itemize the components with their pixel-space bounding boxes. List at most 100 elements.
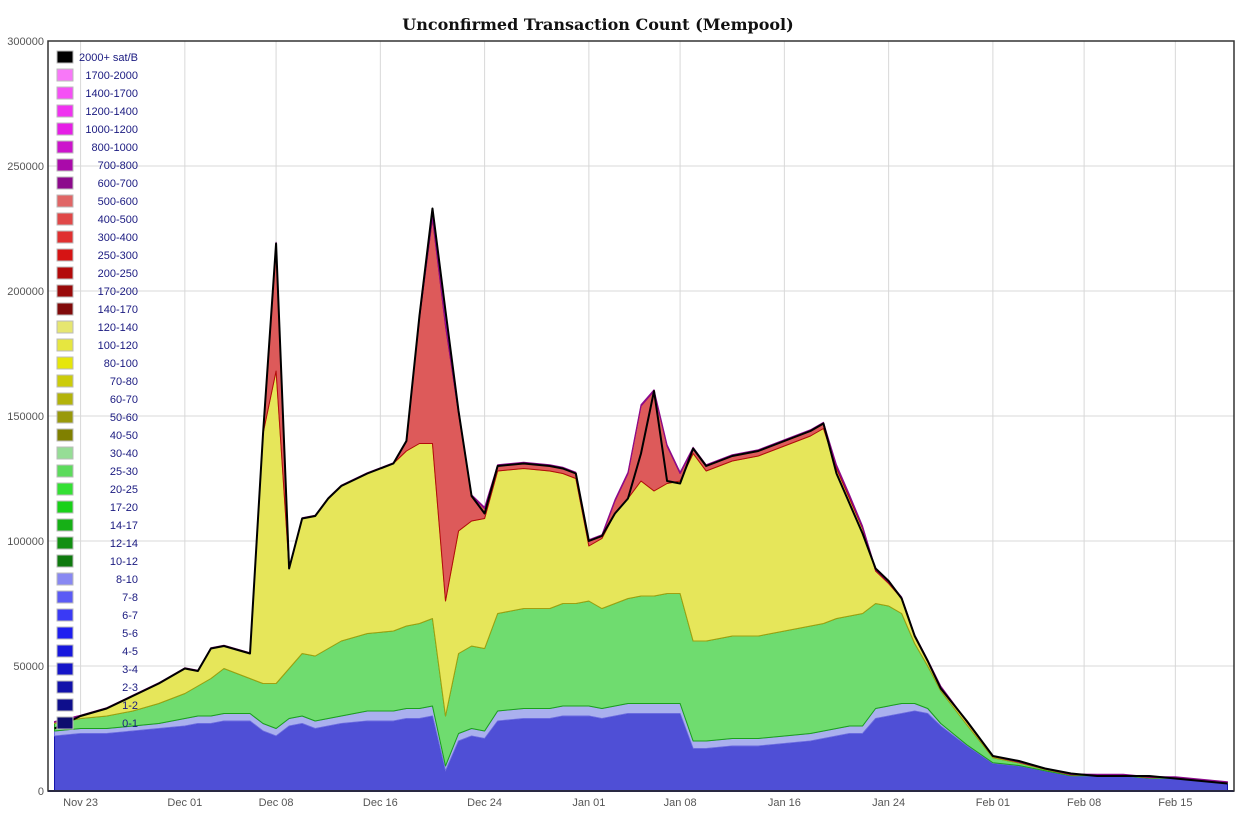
x-tick-label: Feb 01: [976, 797, 1010, 809]
legend-label: 140-170: [98, 304, 138, 316]
x-tick-label: Dec 01: [167, 797, 202, 809]
legend-swatch: [56, 626, 74, 640]
legend-swatch: [56, 338, 74, 352]
legend-swatch: [56, 410, 74, 424]
legend-swatch: [56, 698, 74, 712]
legend-swatch: [56, 464, 74, 478]
y-tick-label: 100000: [7, 536, 44, 548]
legend-swatch: [56, 356, 74, 370]
legend-label: 60-70: [110, 394, 138, 406]
legend-swatch: [56, 572, 74, 586]
y-tick-label: 50000: [13, 661, 44, 673]
legend-label: 50-60: [110, 412, 138, 424]
y-tick-label: 250000: [7, 161, 44, 173]
x-tick-label: Dec 08: [259, 797, 294, 809]
y-tick-label: 150000: [7, 411, 44, 423]
legend-swatch: [56, 608, 74, 622]
y-axis: 0 50000 100000 150000 200000 250000 300000: [7, 36, 44, 798]
legend-swatch: [56, 104, 74, 118]
legend-label: 30-40: [110, 448, 138, 460]
legend-swatch: [56, 230, 74, 244]
legend-label: 6-7: [122, 610, 138, 622]
legend-label: 100-120: [98, 340, 138, 352]
legend-swatch: [56, 644, 74, 658]
legend-swatch: [56, 158, 74, 172]
legend-swatch: [56, 590, 74, 604]
x-tick-label: Nov 23: [63, 797, 98, 809]
legend-label: 500-600: [98, 196, 138, 208]
legend-swatch: [56, 518, 74, 532]
legend-label: 1000-1200: [85, 124, 138, 136]
legend-label: 1-2: [122, 700, 138, 712]
legend-swatch: [56, 392, 74, 406]
chart-title: Unconfirmed Transaction Count (Mempool): [402, 15, 793, 34]
legend-swatch: [56, 284, 74, 298]
legend-label: 4-5: [122, 646, 138, 658]
legend-label: 3-4: [122, 664, 138, 676]
legend-swatch: [56, 680, 74, 694]
legend-swatch: [56, 176, 74, 190]
legend-label: 5-6: [122, 628, 138, 640]
legend-swatch: [56, 554, 74, 568]
x-tick-label: Dec 16: [363, 797, 398, 809]
legend-swatch: [56, 86, 74, 100]
x-axis: Nov 23 Dec 01 Dec 08 Dec 16 Dec 24 Jan 01 Jan …: [63, 797, 1192, 809]
legend-swatch: [56, 374, 74, 388]
x-tick-label: Feb 15: [1158, 797, 1192, 809]
legend-label: 17-20: [110, 502, 138, 514]
legend-swatch: [56, 428, 74, 442]
legend-swatch: [56, 716, 74, 730]
legend-label: 400-500: [98, 214, 138, 226]
legend-label: 200-250: [98, 268, 138, 280]
legend-label: 12-14: [110, 538, 138, 550]
x-tick-label: Dec 24: [467, 797, 502, 809]
legend-label: 1400-1700: [85, 88, 138, 100]
legend: 2000+ sat/B 1700-2000 1400-1700 1200-1400 10…: [56, 50, 139, 730]
legend-label: 80-100: [104, 358, 138, 370]
legend-swatch: [56, 500, 74, 514]
legend-label: 40-50: [110, 430, 138, 442]
y-tick-label: 300000: [7, 36, 44, 48]
legend-swatch: [56, 50, 74, 64]
legend-label: 800-1000: [92, 142, 139, 154]
legend-label: 700-800: [98, 160, 138, 172]
legend-label: 7-8: [122, 592, 138, 604]
legend-label: 1200-1400: [85, 106, 138, 118]
legend-swatch: [56, 194, 74, 208]
legend-label: 2-3: [122, 682, 138, 694]
legend-label: 170-200: [98, 286, 138, 298]
legend-swatch: [56, 212, 74, 226]
legend-label: 2000+ sat/B: [79, 52, 138, 64]
legend-swatch: [56, 536, 74, 550]
legend-label: 20-25: [110, 484, 138, 496]
legend-label: 10-12: [110, 556, 138, 568]
legend-label: 0-1: [122, 718, 138, 730]
legend-label: 1700-2000: [85, 70, 138, 82]
legend-label: 250-300: [98, 250, 138, 262]
legend-label: 600-700: [98, 178, 138, 190]
legend-label: 300-400: [98, 232, 138, 244]
legend-swatch: [56, 320, 74, 334]
legend-label: 120-140: [98, 322, 138, 334]
legend-label: 14-17: [110, 520, 138, 532]
legend-swatch: [56, 446, 74, 460]
x-tick-label: Jan 08: [664, 797, 697, 809]
y-tick-label: 200000: [7, 286, 44, 298]
y-tick-label: 0: [38, 786, 44, 798]
x-tick-label: Jan 16: [768, 797, 801, 809]
legend-swatch: [56, 482, 74, 496]
area-band-0-8: [54, 710, 1228, 792]
x-tick-label: Jan 24: [872, 797, 905, 809]
x-tick-label: Feb 08: [1067, 797, 1101, 809]
legend-swatch: [56, 266, 74, 280]
legend-swatch: [56, 662, 74, 676]
x-tick-label: Jan 01: [572, 797, 605, 809]
legend-label: 70-80: [110, 376, 138, 388]
legend-swatch: [56, 140, 74, 154]
legend-swatch: [56, 68, 74, 82]
stacked-areas: [48, 207, 1234, 792]
legend-swatch: [56, 122, 74, 136]
total-line: [54, 207, 1228, 785]
legend-swatch: [56, 248, 74, 262]
